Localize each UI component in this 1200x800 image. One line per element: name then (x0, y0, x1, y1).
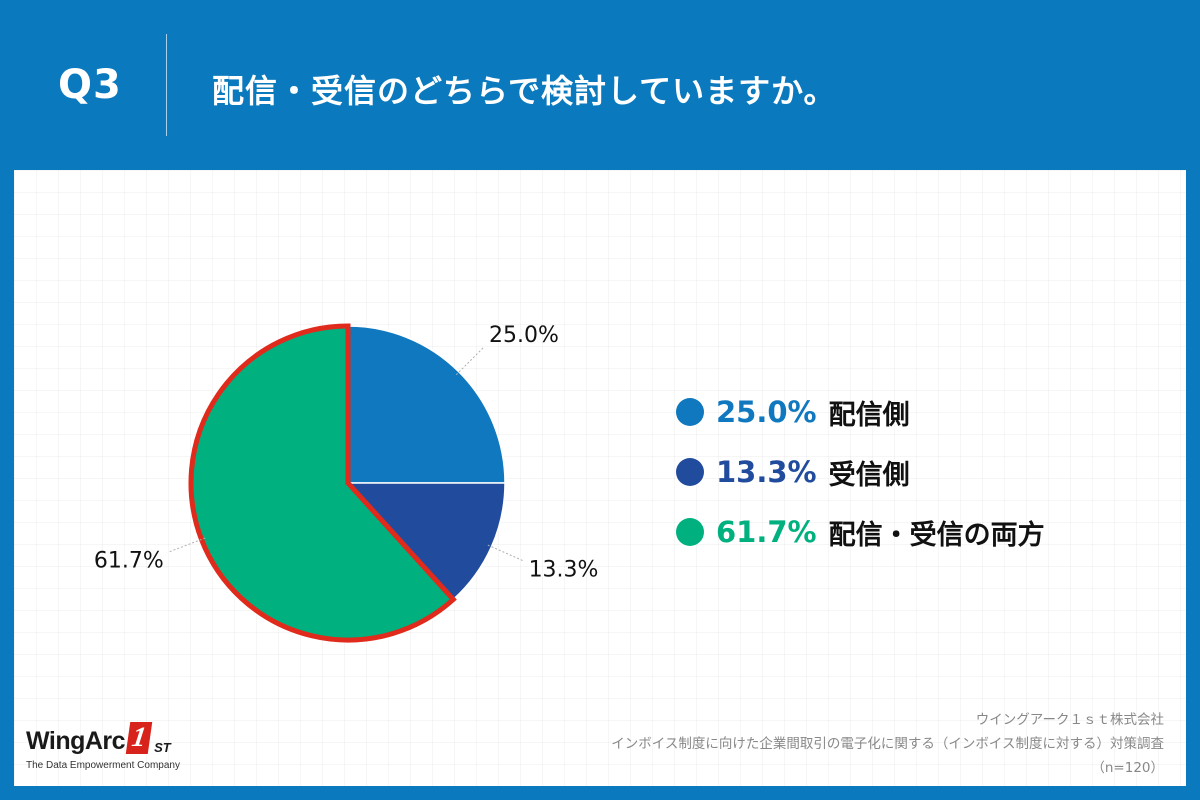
legend-item-1: 25.0% 配信側 (676, 382, 1045, 442)
legend-swatch (676, 518, 704, 546)
legend-item-2: 13.3% 受信側 (676, 442, 1045, 502)
pie-chart: 25.0% 13.3% 61.7% (94, 323, 599, 643)
leader-line-3 (169, 537, 206, 553)
header-divider (166, 34, 167, 136)
leader-line-1 (455, 347, 484, 376)
leader-line-2 (487, 544, 523, 561)
legend-swatch (676, 458, 704, 486)
source-sample: （n=120） (1091, 760, 1164, 776)
question-number: Q3 (58, 62, 122, 108)
pie-data-label-3: 61.7% (94, 549, 164, 574)
legend-value: 13.3% (716, 455, 817, 489)
logo-tagline: The Data Empowerment Company (26, 760, 180, 771)
legend-value: 25.0% (716, 395, 817, 429)
pie-slice-2 (346, 482, 506, 601)
legend-swatch (676, 398, 704, 426)
pie-data-label-1: 25.0% (489, 323, 559, 348)
header: Q3 配信・受信のどちらで検討していますか。 (0, 0, 1200, 170)
legend-label: 受信側 (828, 459, 910, 491)
pie-slice-1 (347, 325, 506, 484)
source-company: ウイングアーク１ｓｔ株式会社 (975, 712, 1164, 728)
logo-wordmark: WingArc (26, 727, 126, 755)
chart-legend: 25.0% 配信側 13.3% 受信側 61.7% 配信・受信の両方 (676, 382, 1045, 562)
legend-value: 61.7% (716, 515, 817, 549)
question-title: 配信・受信のどちらで検討していますか。 (212, 72, 837, 110)
source-note: ウイングアーク１ｓｔ株式会社 インボイス制度に向けた企業間取引の電子化に関する（… (611, 708, 1164, 780)
legend-label: 配信・受信の両方 (828, 519, 1045, 551)
pie-slice-highlight-outline (188, 323, 457, 643)
pie-data-label-2: 13.3% (529, 558, 599, 583)
chart-panel: 25.0% 13.3% 61.7% 25.0% 配信側 13.3% 受信側 61.7% 配信・… (14, 170, 1186, 786)
logo-mark-icon: 1 (125, 722, 153, 756)
legend-label: 配信側 (828, 399, 910, 431)
wingarc-logo: WingArc 1 ST The Data Empowerment Compan… (26, 722, 180, 771)
source-survey: インボイス制度に向けた企業間取引の電子化に関する（インボイス制度に対する）対策調… (611, 736, 1164, 752)
logo-mark-suffix: ST (154, 740, 171, 755)
legend-item-3: 61.7% 配信・受信の両方 (676, 502, 1045, 562)
